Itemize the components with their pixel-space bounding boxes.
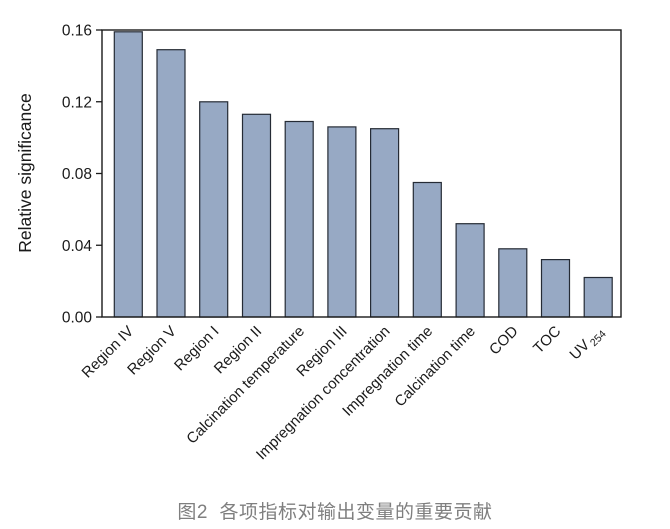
bar-impregnation-concentration <box>370 128 400 318</box>
figure-caption: 图2 各项指标对输出变量的重要贡献 <box>177 502 493 523</box>
bar-region-iii <box>327 126 357 318</box>
bar-region-ii <box>241 113 272 318</box>
bar-chart: 0.00 0.04 0.08 0.12 0.16 Relative significanc… <box>15 23 622 463</box>
y-tick-label: 0.16 <box>62 23 92 40</box>
bar-uv254 <box>583 276 613 318</box>
bar-region-iv <box>113 31 143 318</box>
bar-region-i <box>199 101 229 318</box>
y-axis-label: Relative significance <box>15 93 35 253</box>
y-tick-label: 0.00 <box>62 310 93 327</box>
y-tick-label: 0.12 <box>62 94 92 111</box>
bar-calcination-time <box>455 223 485 318</box>
bar-calcination-temperature <box>284 120 314 318</box>
x-tick-label-calcination-time: Calcination time <box>391 323 478 410</box>
y-tick-label: 0.08 <box>62 166 92 183</box>
y-tick-label: 0.04 <box>62 238 93 255</box>
bar-impregnation-time <box>412 181 442 318</box>
x-tick-label-cod: COD <box>486 323 522 359</box>
x-tick-label-toc: TOC <box>530 323 564 357</box>
bar-cod <box>498 248 528 318</box>
x-tick-label-region-iv: Region IV <box>79 323 138 382</box>
x-tick-label-uv254: UV254 <box>566 323 608 365</box>
bar-region-v <box>156 49 186 318</box>
bar-toc <box>540 259 571 318</box>
